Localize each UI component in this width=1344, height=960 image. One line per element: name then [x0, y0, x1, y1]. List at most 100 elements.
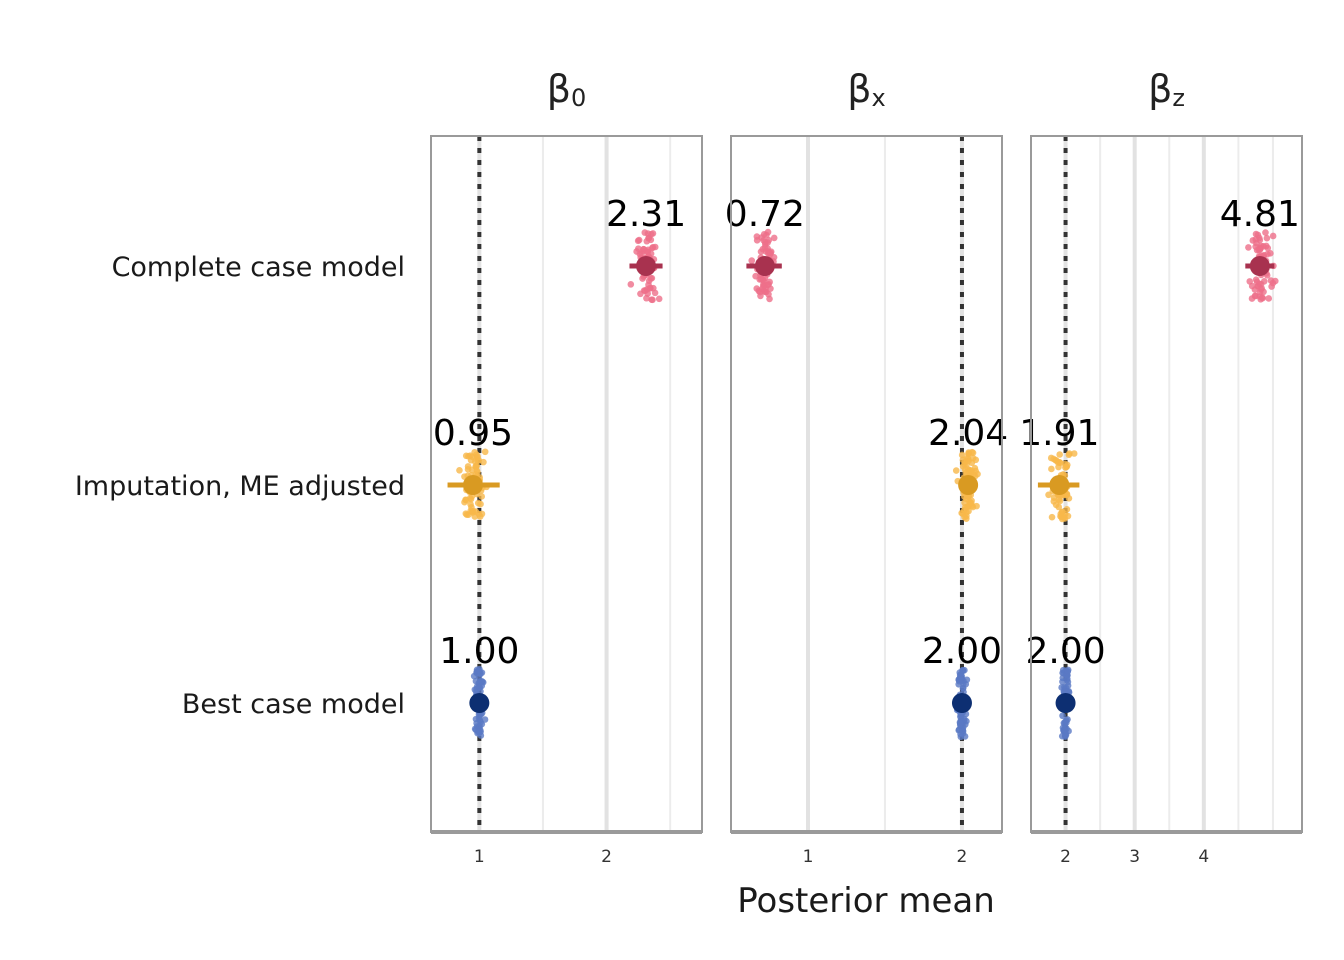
draw-point [476, 723, 483, 730]
draw-point [474, 728, 482, 736]
draw-point [957, 733, 965, 741]
mean-point [1249, 256, 1270, 276]
draw-point [1262, 229, 1269, 236]
draw-point [644, 246, 652, 254]
mean-label: 1.00 [439, 631, 519, 672]
mean-label: 1.91 [1019, 413, 1099, 454]
x-axis-title: Posterior mean [737, 881, 995, 921]
draw-point [637, 290, 644, 298]
row-label: Best case model [182, 689, 405, 720]
estimate-group: 2.00 [1025, 631, 1106, 740]
draw-point [641, 229, 649, 236]
mean-point [469, 693, 490, 713]
tick-label: 2 [1060, 847, 1071, 867]
draw-point [766, 295, 773, 303]
draw-point [1059, 712, 1066, 720]
draw-point [472, 462, 480, 470]
draw-point [1257, 285, 1265, 293]
draw-point [1056, 451, 1063, 458]
draw-point [1256, 234, 1263, 242]
draw-point [462, 452, 470, 460]
draw-point [1263, 234, 1271, 242]
mean-label: 0.72 [725, 194, 805, 235]
draw-point [651, 289, 659, 297]
draw-point [1063, 505, 1071, 513]
draw-point [761, 240, 769, 248]
draw-point [481, 716, 489, 723]
draw-point [1064, 668, 1072, 675]
draw-point [764, 228, 772, 236]
draw-point [463, 511, 471, 518]
draw-point [1048, 465, 1055, 473]
draw-point [464, 463, 472, 470]
draw-point [1248, 282, 1256, 290]
draw-point [1054, 459, 1062, 466]
draw-point [958, 451, 966, 459]
draw-point [958, 676, 966, 683]
draw-point [647, 236, 655, 244]
draw-point [476, 716, 484, 724]
draw-point [475, 673, 483, 680]
draw-point [627, 281, 635, 288]
draw-point [1061, 723, 1069, 731]
row-label: Complete case model [112, 252, 405, 283]
draw-point [651, 243, 659, 251]
draw-point [1070, 450, 1078, 457]
draw-point [969, 449, 977, 457]
mean-label: 0.95 [433, 413, 513, 454]
row-label: Imputation, ME adjusted [75, 471, 405, 502]
estimate-group: 0.95 [433, 413, 513, 520]
mean-point [1055, 693, 1076, 713]
draw-point [973, 502, 980, 510]
mean-point [462, 475, 483, 495]
facet-panel: β0 2.31 0.95 1.00 1 2 [430, 67, 703, 867]
draw-point [965, 507, 972, 515]
draw-point [1048, 513, 1056, 521]
mean-label: 2.04 [928, 413, 1008, 454]
draw-point [472, 508, 480, 515]
draw-point [961, 513, 968, 521]
mean-point [951, 693, 972, 713]
estimate-group: 1.00 [439, 631, 519, 739]
mean-label: 2.31 [606, 194, 686, 235]
draw-point [959, 684, 967, 692]
draw-point [748, 257, 756, 264]
draw-point [649, 296, 656, 304]
draw-point [634, 237, 642, 245]
draw-point [1050, 455, 1057, 463]
draw-point [476, 665, 483, 673]
draw-point [765, 281, 772, 288]
draw-point [1062, 731, 1070, 739]
draw-point [770, 234, 778, 242]
draw-point [467, 501, 474, 508]
draw-point [1066, 450, 1073, 457]
tick-label: 2 [601, 847, 612, 867]
draw-point [756, 276, 763, 283]
draw-point [1064, 461, 1071, 469]
tick-label: 3 [1129, 847, 1140, 867]
tick-label: 1 [803, 847, 814, 867]
estimate-group: 2.00 [922, 631, 1002, 741]
tick-label: 1 [474, 847, 485, 867]
draw-point [1063, 491, 1071, 499]
facet-title: β0 [547, 67, 587, 112]
draw-point [972, 456, 980, 464]
mean-point [636, 256, 657, 276]
draw-point [956, 669, 964, 676]
draw-point [635, 245, 642, 252]
draw-point [963, 676, 971, 684]
estimate-group: 0.72 [725, 194, 805, 303]
tick-label: 4 [1198, 847, 1209, 867]
draw-point [1269, 232, 1277, 240]
mean-point [958, 475, 979, 495]
draw-point [1265, 295, 1273, 302]
draw-point [462, 496, 470, 504]
draw-point [474, 453, 481, 461]
draw-point [1264, 244, 1272, 252]
draw-point [1251, 292, 1259, 300]
draw-point [963, 455, 971, 462]
tick-label: 2 [957, 847, 968, 867]
draw-point [1267, 250, 1274, 257]
facet-panel: βz 4.81 1.91 2.00 2 3 4 [1019, 67, 1303, 867]
